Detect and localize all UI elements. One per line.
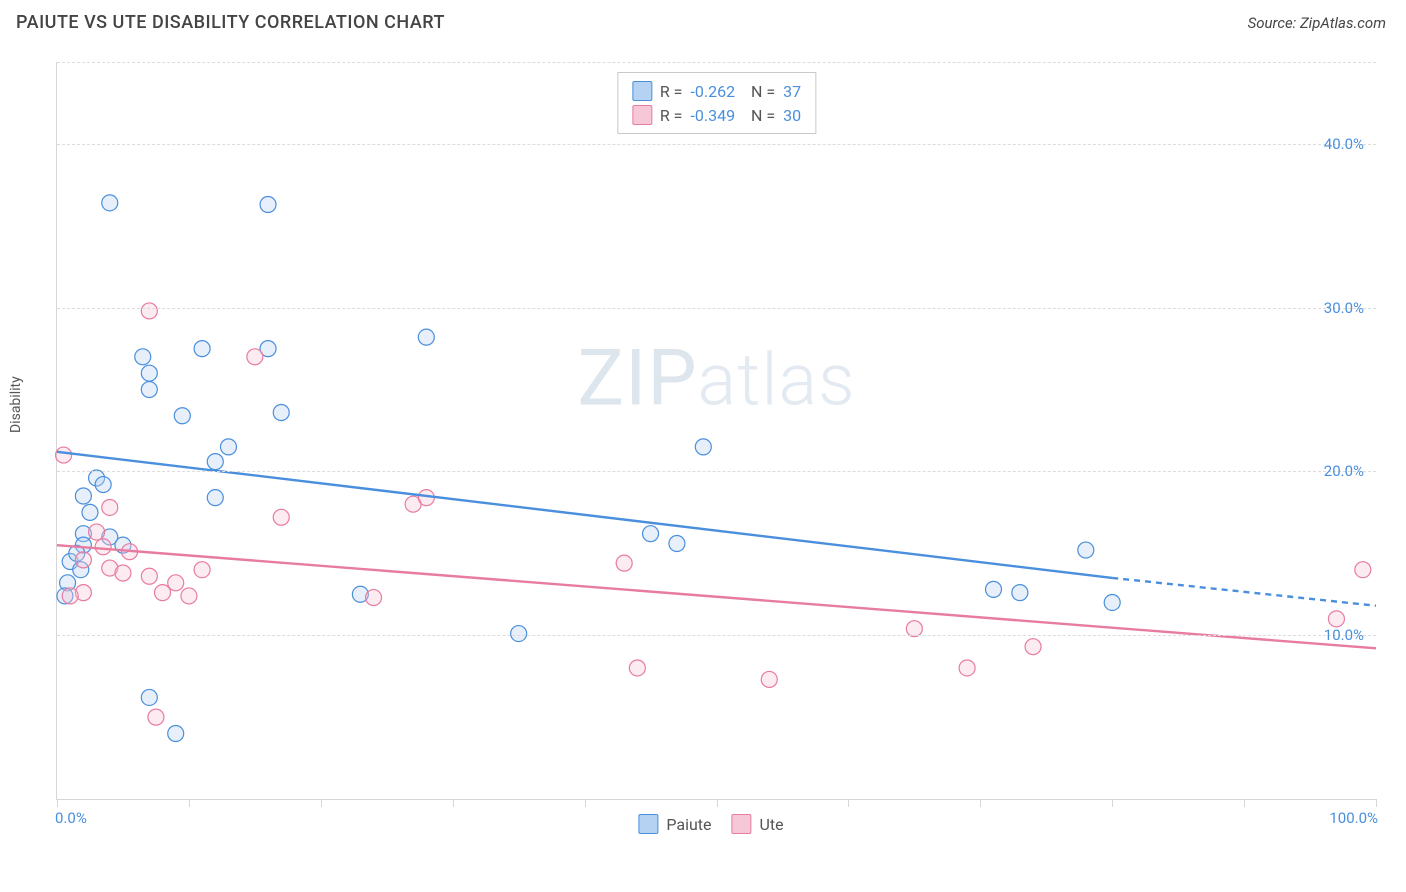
data-point xyxy=(695,439,711,455)
data-point xyxy=(95,539,111,555)
grid-line xyxy=(57,635,1376,636)
chart-header: PAIUTE VS UTE DISABILITY CORRELATION CHA… xyxy=(0,0,1406,41)
legend-item-paiute: Paiute xyxy=(638,814,711,834)
stat-r-0: -0.262 xyxy=(690,82,735,101)
data-point xyxy=(1104,594,1120,610)
grid-line xyxy=(57,62,1376,63)
data-point xyxy=(141,303,157,319)
data-point xyxy=(1025,639,1041,655)
legend-item-ute: Ute xyxy=(732,814,784,834)
legend-stats: R = -0.262 N = 37 R = -0.349 N = 30 xyxy=(617,72,816,134)
x-tick-label: 100.0% xyxy=(1329,809,1378,827)
regression-line xyxy=(57,545,1376,648)
legend-swatch-paiute xyxy=(632,81,652,101)
legend-swatch-ute xyxy=(632,105,652,125)
data-point xyxy=(135,349,151,365)
x-tick xyxy=(1376,799,1377,807)
data-point xyxy=(95,477,111,493)
data-point xyxy=(761,671,777,687)
data-point xyxy=(985,581,1001,597)
legend-label-paiute: Paiute xyxy=(666,815,711,834)
legend-stats-row-0: R = -0.262 N = 37 xyxy=(632,79,801,103)
data-point xyxy=(273,404,289,420)
y-tick-label: 20.0% xyxy=(1324,462,1364,480)
data-point xyxy=(141,689,157,705)
grid-line xyxy=(57,471,1376,472)
legend-swatch-paiute-bottom xyxy=(638,814,658,834)
grid-line xyxy=(57,308,1376,309)
legend-label-ute: Ute xyxy=(760,815,784,834)
grid-line xyxy=(57,144,1376,145)
data-point xyxy=(207,490,223,506)
legend-series: Paiute Ute xyxy=(638,814,783,834)
data-point xyxy=(141,568,157,584)
x-tick xyxy=(189,799,190,807)
data-point xyxy=(273,509,289,525)
data-point xyxy=(194,562,210,578)
data-point xyxy=(643,526,659,542)
legend-swatch-ute-bottom xyxy=(732,814,752,834)
chart-title: PAIUTE VS UTE DISABILITY CORRELATION CHA… xyxy=(16,12,445,33)
x-tick xyxy=(980,799,981,807)
data-point xyxy=(194,341,210,357)
data-point xyxy=(616,555,632,571)
plot-area: ZIPatlas R = -0.262 N = 37 R = -0.349 N … xyxy=(56,62,1376,800)
data-point xyxy=(148,709,164,725)
data-point xyxy=(82,504,98,520)
data-point xyxy=(220,439,236,455)
y-tick-label: 40.0% xyxy=(1324,135,1364,153)
plot-svg xyxy=(57,62,1376,799)
x-tick xyxy=(585,799,586,807)
data-point xyxy=(75,488,91,504)
data-point xyxy=(89,524,105,540)
data-point xyxy=(207,454,223,470)
y-tick-label: 10.0% xyxy=(1324,626,1364,644)
stat-n-1: 30 xyxy=(783,106,801,125)
data-point xyxy=(959,660,975,676)
x-tick xyxy=(717,799,718,807)
x-tick xyxy=(1112,799,1113,807)
data-point xyxy=(1012,585,1028,601)
data-point xyxy=(168,725,184,741)
stat-r-1: -0.349 xyxy=(690,106,735,125)
data-point xyxy=(366,590,382,606)
data-point xyxy=(247,349,263,365)
data-point xyxy=(102,195,118,211)
regression-line xyxy=(1112,578,1376,606)
data-point xyxy=(174,408,190,424)
data-point xyxy=(669,536,685,552)
data-point xyxy=(1328,611,1344,627)
data-point xyxy=(141,382,157,398)
data-point xyxy=(181,588,197,604)
data-point xyxy=(56,447,72,463)
chart-source: Source: ZipAtlas.com xyxy=(1248,14,1386,32)
data-point xyxy=(511,626,527,642)
x-tick xyxy=(321,799,322,807)
x-tick xyxy=(453,799,454,807)
x-tick xyxy=(57,799,58,807)
data-point xyxy=(168,575,184,591)
data-point xyxy=(62,588,78,604)
data-point xyxy=(629,660,645,676)
data-point xyxy=(1078,542,1094,558)
y-tick-label: 30.0% xyxy=(1324,299,1364,317)
data-point xyxy=(141,365,157,381)
data-point xyxy=(418,329,434,345)
chart-container: Disability ZIPatlas R = -0.262 N = 37 R … xyxy=(36,50,1386,840)
legend-stats-row-1: R = -0.349 N = 30 xyxy=(632,103,801,127)
x-tick xyxy=(1244,799,1245,807)
data-point xyxy=(115,565,131,581)
data-point xyxy=(155,585,171,601)
x-tick xyxy=(848,799,849,807)
data-point xyxy=(260,196,276,212)
y-axis-label: Disability xyxy=(8,376,24,433)
data-point xyxy=(1355,562,1371,578)
data-point xyxy=(102,499,118,515)
data-point xyxy=(75,552,91,568)
stat-n-0: 37 xyxy=(783,82,801,101)
x-tick-label: 0.0% xyxy=(55,809,87,827)
